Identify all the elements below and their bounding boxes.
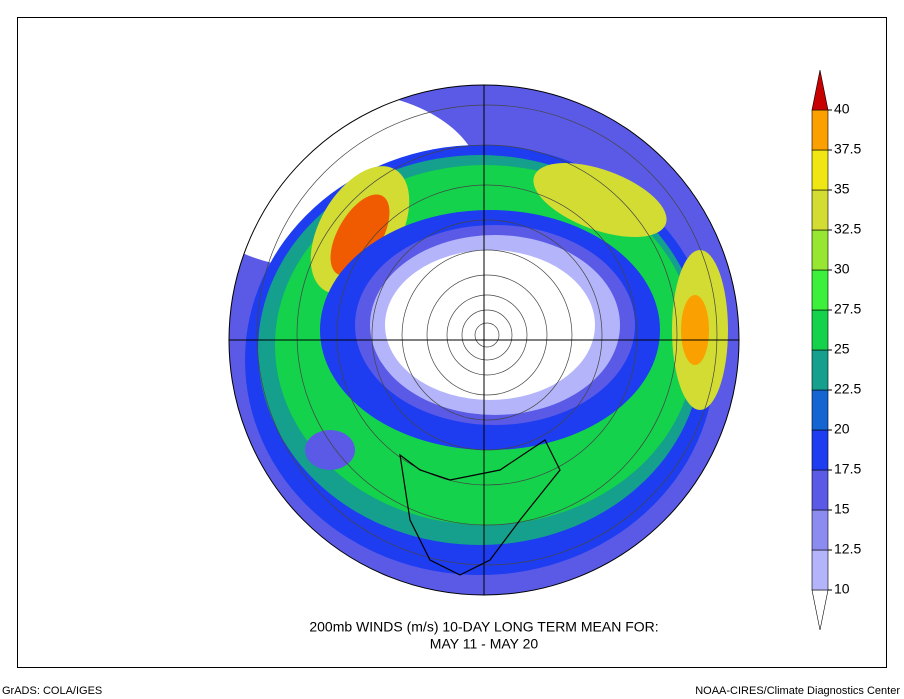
colorbar-label: 27.5 bbox=[834, 301, 861, 317]
colorbar-label: 12.5 bbox=[834, 541, 861, 557]
colorbar-band bbox=[811, 269, 829, 311]
credit-left: GrADS: COLA/IGES bbox=[2, 685, 102, 697]
colorbar-label: 22.5 bbox=[834, 381, 861, 397]
colorbar-band bbox=[811, 109, 829, 151]
colorbar-band bbox=[811, 229, 829, 271]
colorbar-label: 15 bbox=[834, 501, 850, 517]
colorbar-label: 40 bbox=[834, 101, 850, 117]
title-line: MAY 11 - MAY 20 bbox=[430, 636, 539, 652]
colorbar-band bbox=[811, 549, 829, 591]
colorbar-band bbox=[811, 189, 829, 231]
colorbar-band bbox=[811, 469, 829, 511]
colorbar-band bbox=[811, 509, 829, 551]
colorbar-band bbox=[811, 349, 829, 391]
title-line: 200mb WINDS (m/s) 10-DAY LONG TERM MEAN … bbox=[309, 619, 658, 635]
colorbar-label: 17.5 bbox=[834, 461, 861, 477]
colorbar-band bbox=[811, 429, 829, 471]
credit-right: NOAA-CIRES/Climate Diagnostics Center bbox=[695, 685, 900, 697]
colorbar-label: 32.5 bbox=[834, 221, 861, 237]
colorbar: 10 12.5 15 17.5 20 22.5 25 27.5 30 32.5 35 37.5 40 bbox=[811, 69, 861, 631]
colorbar-label: 30 bbox=[834, 261, 850, 277]
colorbar-label: 25 bbox=[834, 341, 850, 357]
colorbar-band bbox=[811, 149, 829, 191]
colorbar-over bbox=[811, 69, 829, 111]
colorbar-label: 10 bbox=[834, 581, 850, 597]
colorbar-band bbox=[811, 309, 829, 351]
colorbar-label: 20 bbox=[834, 421, 850, 437]
colorbar-band bbox=[811, 389, 829, 431]
colorbar-label: 35 bbox=[834, 181, 850, 197]
colorbar-label: 37.5 bbox=[834, 141, 861, 157]
